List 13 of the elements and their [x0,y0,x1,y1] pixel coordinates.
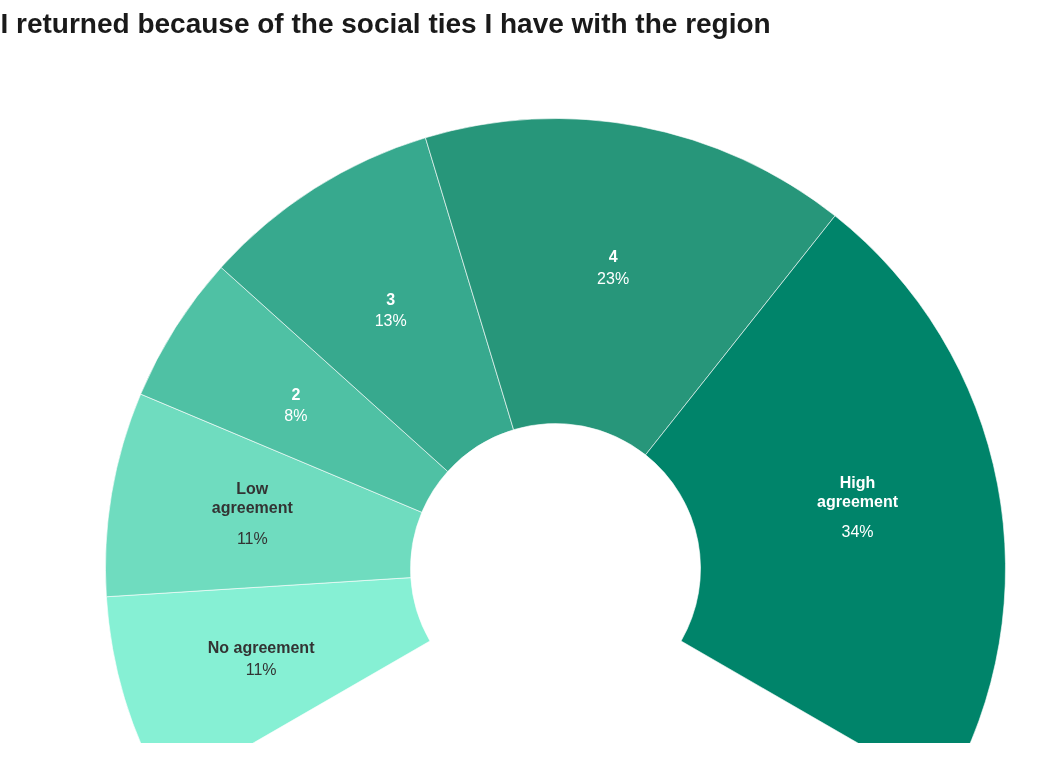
data-label: 13% [374,312,407,330]
data-label: 11% [245,660,277,678]
slice-label: 2 [291,385,301,403]
chart-title: I returned because of the social ties I have with the region [0,7,771,39]
slice-label: Low agreement [211,480,294,517]
data-label: 34% [841,523,874,541]
data-label: 8% [284,407,308,425]
slice-label: High agreement [817,474,899,510]
slice-label: No agreement [207,638,316,656]
slice-label: 3 [386,290,396,308]
data-label: 11% [236,529,268,547]
slice-label: 4 [608,248,618,266]
data-label: 23% [597,269,630,287]
